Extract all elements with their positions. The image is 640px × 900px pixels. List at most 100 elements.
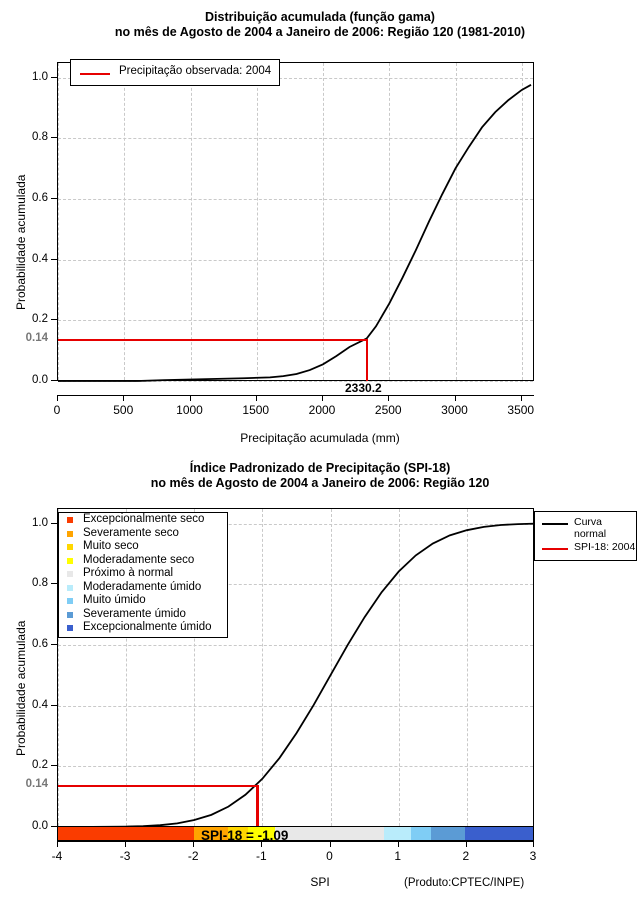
chart2-xtick-5: 1 bbox=[394, 849, 402, 863]
gridline-v bbox=[256, 63, 258, 380]
gridline-v bbox=[323, 63, 324, 380]
legend-label: Severamente úmido bbox=[83, 607, 186, 620]
color-swatch-icon bbox=[67, 530, 73, 537]
gridline-v bbox=[330, 509, 332, 826]
legend-line-swatch-normal bbox=[542, 523, 568, 525]
ytick-mark bbox=[51, 522, 57, 524]
chart1-legend: Precipitação observada: 2004 bbox=[70, 59, 280, 86]
gridline-v bbox=[262, 509, 264, 826]
color-swatch-icon bbox=[67, 611, 73, 618]
legend-item: Muito seco bbox=[59, 540, 227, 554]
chart2-marker-vertical bbox=[256, 784, 259, 827]
legend-line-swatch-spi bbox=[542, 548, 568, 550]
chart2-xtick-4: 0 bbox=[326, 849, 333, 863]
xtick-mark bbox=[57, 841, 58, 847]
chart1-xtick-1: 500 bbox=[113, 403, 134, 417]
chart1-xtick-5: 2500 bbox=[374, 403, 402, 417]
cbar-severely-wet bbox=[431, 827, 466, 840]
color-swatch-icon bbox=[67, 557, 73, 564]
cbar-severely-dry bbox=[193, 827, 228, 840]
xtick-mark bbox=[193, 841, 195, 847]
legend-label: Severamente seco bbox=[83, 526, 179, 539]
color-swatch-icon bbox=[67, 598, 73, 604]
gridline-h bbox=[58, 644, 533, 646]
ytick-mark bbox=[51, 319, 57, 321]
chart1-ytick-4: 0.8 bbox=[32, 131, 48, 144]
chart1-xtick-3: 1500 bbox=[242, 403, 270, 417]
gridline-v bbox=[389, 63, 391, 380]
chart2-ytick-1: 0.2 bbox=[32, 759, 48, 772]
color-swatch-icon bbox=[67, 625, 73, 631]
xtick-mark bbox=[465, 841, 467, 847]
gridline-v bbox=[398, 509, 400, 826]
chart1-curve bbox=[58, 84, 532, 382]
gridline-h bbox=[58, 77, 533, 79]
gridline-h bbox=[58, 381, 533, 382]
chart2-x-axis-title: SPI bbox=[310, 875, 330, 889]
xtick-mark bbox=[533, 841, 534, 847]
chart1-xtick-4: 2000 bbox=[308, 403, 336, 417]
chart2-marker-horizontal bbox=[58, 784, 258, 787]
gridline-h bbox=[58, 523, 533, 525]
legend-item: Muito úmido bbox=[59, 594, 227, 608]
chart1-marker-horizontal bbox=[58, 338, 367, 341]
legend-label: Precipitação observada: 2004 bbox=[119, 65, 272, 77]
chart2-ytick-0: 0.0 bbox=[32, 820, 48, 832]
chart1-title-block: Distribuição acumulada (função gama) no … bbox=[0, 10, 640, 40]
spi-value-annotation: SPI-18 = -1.09 bbox=[201, 828, 289, 843]
chart1-ytick-1: 0.2 bbox=[32, 313, 48, 326]
chart1-subtitle: no mês de Agosto de 2004 a Janeiro de 20… bbox=[114, 25, 526, 39]
chart1-x-axis-line bbox=[57, 395, 534, 396]
ytick-mark bbox=[51, 258, 57, 260]
ytick-mark bbox=[51, 76, 57, 78]
legend-item: Moderadamente seco bbox=[59, 554, 227, 568]
chart2-title-block: Índice Padronizado de Precipitação (SPI-… bbox=[0, 461, 640, 491]
xtick-mark bbox=[397, 841, 399, 847]
chart1-ytick-0: 0.0 bbox=[32, 374, 48, 386]
xtick-mark bbox=[255, 395, 257, 401]
chart1-xtick-7: 3500 bbox=[507, 403, 535, 417]
cbar-exceptionally-wet bbox=[465, 827, 533, 840]
chart1-ytick-5: 1.0 bbox=[32, 70, 48, 83]
cbar-near-normal bbox=[275, 827, 384, 840]
gridline-v bbox=[194, 509, 196, 826]
chart2-xtick-3: -1 bbox=[256, 849, 267, 863]
chart2-title: Índice Padronizado de Precipitação (SPI-… bbox=[189, 461, 451, 475]
ytick-mark bbox=[51, 380, 57, 381]
legend-item: Moderadamente úmido bbox=[59, 581, 227, 595]
legend-label: Excepcionalmente úmido bbox=[83, 621, 212, 633]
chart2-ytick-5: 1.0 bbox=[32, 516, 48, 529]
cbar-very-dry bbox=[227, 827, 248, 840]
ytick-mark bbox=[51, 583, 57, 585]
ytick-mark bbox=[51, 704, 57, 706]
xtick-mark bbox=[123, 395, 125, 401]
legend-label-normal-1: Curva bbox=[574, 516, 603, 528]
legend-label: Muito úmido bbox=[83, 594, 146, 606]
ytick-mark bbox=[51, 765, 57, 767]
chart2-xtick-1: -3 bbox=[119, 849, 131, 863]
source-footer: (Produto:CPTEC/INPE) bbox=[404, 877, 525, 889]
gridline-v bbox=[466, 509, 468, 826]
spi-color-bar bbox=[57, 826, 534, 841]
chart2-marker-ylabel: 0.14 bbox=[25, 777, 48, 790]
legend-label: Muito seco bbox=[83, 540, 139, 552]
legend-item: Severamente seco bbox=[59, 527, 227, 541]
chart2-xtick-7: 3 bbox=[529, 849, 537, 863]
xtick-mark bbox=[261, 841, 263, 847]
legend-label: Moderadamente úmido bbox=[83, 580, 202, 593]
chart2-category-legend: Excepcionalmente seco Severamente seco M… bbox=[58, 512, 228, 638]
chart1-ytick-2: 0.4 bbox=[32, 252, 48, 265]
chart2-xtick-2: -2 bbox=[187, 849, 199, 863]
legend-label-normal-2: normal bbox=[574, 528, 607, 540]
gridline-h bbox=[58, 320, 533, 322]
gridline-v bbox=[521, 63, 523, 380]
gridline-v bbox=[58, 509, 59, 826]
gridline-v bbox=[190, 63, 192, 380]
xtick-mark bbox=[329, 841, 331, 847]
chart2-xtick-0: -4 bbox=[51, 849, 63, 863]
legend-item: Próximo à normal bbox=[59, 567, 227, 581]
chart2-ytick-2: 0.4 bbox=[32, 698, 48, 711]
chart1-title: Distribuição acumulada (função gama) bbox=[205, 10, 435, 24]
color-swatch-icon bbox=[67, 571, 73, 577]
gridline-h bbox=[58, 584, 533, 586]
